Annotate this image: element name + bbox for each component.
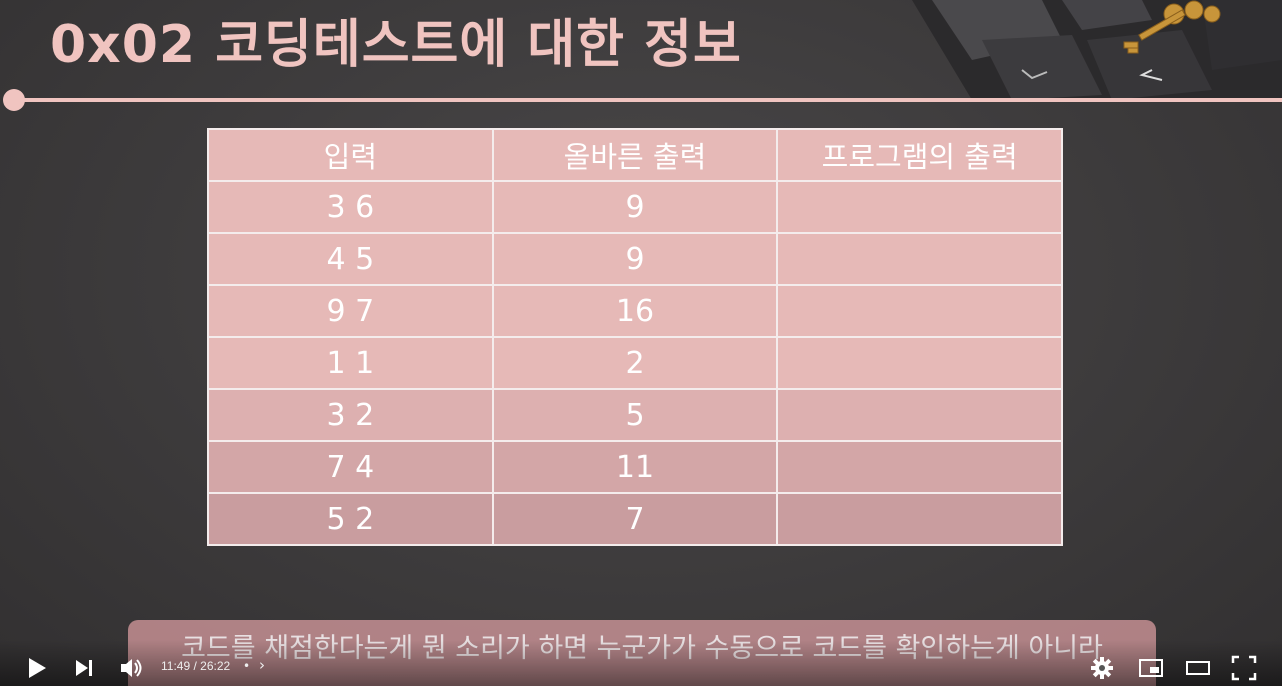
volume-icon bbox=[121, 659, 142, 677]
cell-program-output bbox=[776, 180, 1063, 234]
table-row: 5 2 7 bbox=[207, 492, 1063, 546]
cell-program-output bbox=[776, 492, 1063, 546]
chapter-separator: • bbox=[243, 659, 251, 673]
cell-correct-output: 7 bbox=[491, 492, 779, 546]
table-row: 7 4 11 bbox=[207, 440, 1063, 494]
cell-correct-output: 5 bbox=[491, 388, 779, 442]
settings-button[interactable] bbox=[1090, 656, 1114, 684]
cell-correct-output: 9 bbox=[491, 232, 779, 286]
title-underline-dot bbox=[3, 89, 25, 111]
next-button[interactable] bbox=[73, 657, 95, 683]
fullscreen-button[interactable] bbox=[1230, 654, 1258, 686]
chapter-chevron-icon[interactable]: › bbox=[259, 656, 265, 674]
cell-input: 4 5 bbox=[207, 232, 494, 286]
settings-icon bbox=[1091, 657, 1113, 679]
header-program-output: 프로그램의 출력 bbox=[776, 128, 1063, 182]
play-icon bbox=[29, 658, 46, 678]
table-header-row: 입력 올바른 출력 프로그램의 출력 bbox=[207, 128, 1063, 182]
cell-input: 7 4 bbox=[207, 440, 494, 494]
next-icon bbox=[76, 660, 92, 676]
cell-program-output bbox=[776, 336, 1063, 390]
cell-correct-output: 2 bbox=[491, 336, 779, 390]
cell-correct-output: 16 bbox=[491, 284, 779, 338]
cell-input: 9 7 bbox=[207, 284, 494, 338]
keyboard-key-photo bbox=[912, 0, 1282, 100]
volume-button[interactable] bbox=[119, 656, 145, 684]
cell-input: 1 1 bbox=[207, 336, 494, 390]
play-button[interactable] bbox=[26, 656, 48, 684]
caption-text: 코드를 채점한다는게 뭔 소리가 하면 누군가가 수동으로 코드를 확인하는게 … bbox=[128, 620, 1156, 686]
title-underline bbox=[14, 98, 1282, 102]
cell-input: 3 6 bbox=[207, 180, 494, 234]
table-row: 1 1 2 bbox=[207, 336, 1063, 390]
table-row: 3 6 9 bbox=[207, 180, 1063, 234]
time-display: 11:49 / 26:22 bbox=[161, 659, 231, 673]
theater-icon bbox=[1186, 661, 1210, 675]
cell-program-output bbox=[776, 284, 1063, 338]
header-correct-output: 올바른 출력 bbox=[491, 128, 779, 182]
cell-program-output bbox=[776, 232, 1063, 286]
fullscreen-icon bbox=[1231, 655, 1257, 681]
cell-input: 3 2 bbox=[207, 388, 494, 442]
table-row: 3 2 5 bbox=[207, 388, 1063, 442]
cell-correct-output: 11 bbox=[491, 440, 779, 494]
theater-mode-button[interactable] bbox=[1185, 657, 1211, 683]
slide-title: 0x02 코딩테스트에 대한 정보 bbox=[50, 15, 742, 75]
cell-input: 5 2 bbox=[207, 492, 494, 546]
cell-program-output bbox=[776, 388, 1063, 442]
player-controls-bar bbox=[0, 640, 1282, 686]
test-case-table: 입력 올바른 출력 프로그램의 출력 3 6 9 4 5 9 9 7 16 1 … bbox=[207, 128, 1063, 546]
header-input: 입력 bbox=[207, 128, 494, 182]
miniplayer-icon bbox=[1139, 659, 1163, 677]
cell-program-output bbox=[776, 440, 1063, 494]
miniplayer-button[interactable] bbox=[1138, 657, 1164, 683]
table-row: 4 5 9 bbox=[207, 232, 1063, 286]
cell-correct-output: 9 bbox=[491, 180, 779, 234]
table-row: 9 7 16 bbox=[207, 284, 1063, 338]
